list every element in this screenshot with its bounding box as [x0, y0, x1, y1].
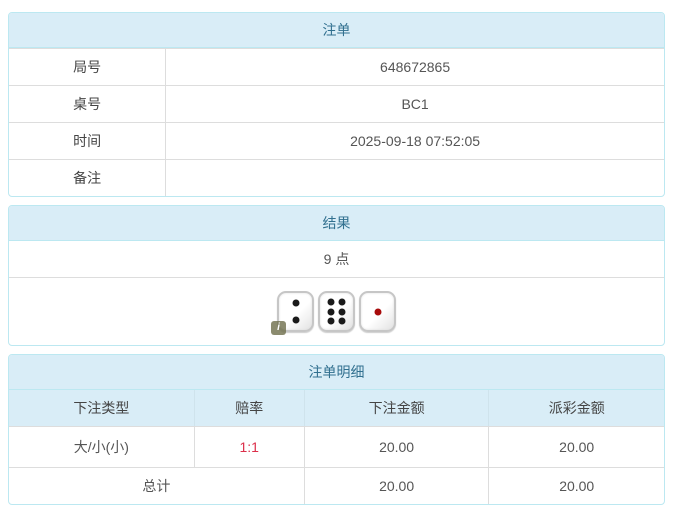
payout-amount-value: 20.00: [488, 427, 664, 467]
round-number-value: 648672865: [380, 59, 451, 75]
table-row: 桌号 BC1: [9, 85, 664, 122]
die-pip: [327, 308, 335, 315]
bet-order-title: 注单: [9, 13, 664, 48]
detail-header-row: 下注类型 赔率 下注金额 派彩金额: [9, 390, 664, 426]
dice-row: i: [9, 277, 664, 345]
table-number-value: BC1: [401, 96, 429, 112]
die-pip: [338, 298, 346, 306]
result-title: 结果: [9, 206, 664, 241]
total-bet-amount: 20.00: [303, 468, 489, 504]
die-face-1: [359, 291, 396, 332]
die-face-6: [318, 291, 355, 332]
total-label: 总计: [142, 478, 171, 494]
info-badge-icon[interactable]: i: [271, 321, 286, 335]
result-points: 9 点: [323, 251, 350, 267]
table-row: 备注: [9, 159, 664, 196]
die-face-2: i: [271, 291, 314, 335]
bet-type-value: 大/小(小): [73, 439, 129, 455]
die-pip: [292, 316, 299, 324]
die-pip: [338, 317, 346, 325]
col-payout-amount: 派彩金额: [488, 390, 664, 426]
time-value: 2025-09-18 07:52:05: [350, 133, 481, 149]
odds-value: 1:1: [193, 427, 304, 467]
col-bet-amount: 下注金额: [303, 390, 489, 426]
remark-value: [166, 160, 664, 196]
result-panel: 结果 9 点 i: [8, 205, 665, 346]
bet-detail-panel: 注单明细 下注类型 赔率 下注金额 派彩金额 大/小(小) 1:1 20.00 …: [8, 354, 665, 505]
die-pip: [374, 308, 381, 315]
die-pip: [292, 299, 299, 307]
remark-label: 备注: [9, 160, 167, 196]
table-row: 局号 648672865: [9, 48, 664, 85]
detail-data-row: 大/小(小) 1:1 20.00 20.00: [9, 426, 664, 467]
table-row: 时间 2025-09-18 07:52:05: [9, 122, 664, 159]
bet-order-panel: 注单 局号 648672865 桌号 BC1 时间 2025-09-18 07:…: [8, 12, 665, 197]
bet-amount-value: 20.00: [303, 427, 489, 467]
die-pip: [327, 317, 335, 325]
col-odds: 赔率: [193, 390, 304, 426]
table-number-label: 桌号: [9, 86, 167, 122]
time-label: 时间: [9, 123, 167, 159]
die-pip: [327, 298, 335, 306]
detail-total-row: 总计 20.00 20.00: [9, 467, 664, 504]
round-number-label: 局号: [9, 49, 167, 85]
bet-detail-title: 注单明细: [9, 355, 664, 390]
dice-strip: i: [9, 291, 664, 335]
col-bet-type: 下注类型: [73, 400, 130, 416]
die-pip: [338, 308, 346, 315]
total-payout-amount: 20.00: [488, 468, 664, 504]
